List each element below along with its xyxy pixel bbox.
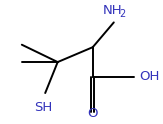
Text: O: O xyxy=(88,107,98,120)
Text: OH: OH xyxy=(140,70,160,83)
Text: NH: NH xyxy=(102,4,122,17)
Text: SH: SH xyxy=(35,101,53,114)
Text: 2: 2 xyxy=(119,9,126,19)
